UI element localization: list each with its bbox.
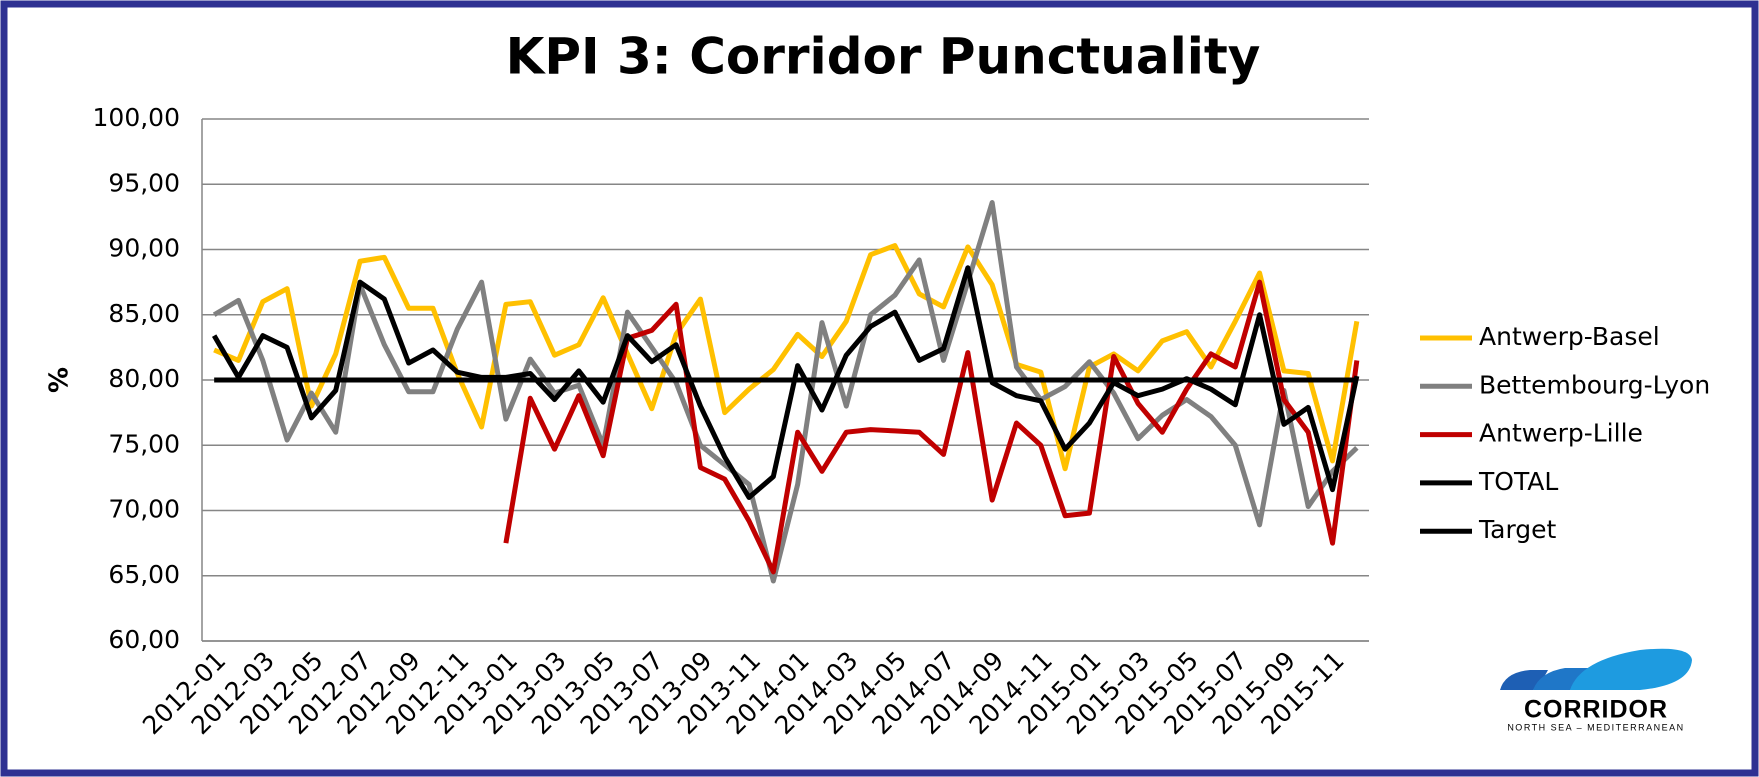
legend-label: Target [1478, 515, 1557, 544]
y-tick-label: 65,00 [108, 560, 180, 589]
y-tick-label: 90,00 [108, 234, 180, 263]
logo: CORRIDOR NORTH SEA – MEDITERRANEAN [1500, 648, 1692, 732]
y-tick-label: 60,00 [108, 625, 180, 654]
y-tick-label: 85,00 [108, 299, 180, 328]
series-line [211, 265, 1360, 500]
y-axis-label: % [45, 367, 75, 393]
legend-label: Bettembourg-Lyon [1479, 370, 1710, 399]
legend-label: Antwerp-Lille [1479, 419, 1643, 448]
y-tick-label: 70,00 [108, 495, 180, 524]
series-line [213, 243, 1360, 472]
y-tick-label: 100,00 [93, 103, 180, 132]
series-line [503, 279, 1360, 575]
logo-tagline: NORTH SEA – MEDITERRANEAN [1507, 722, 1684, 732]
logo-shape [1570, 648, 1692, 690]
legend-label: TOTAL [1478, 467, 1558, 496]
legend-label: Antwerp-Basel [1479, 322, 1660, 351]
chart-title: KPI 3: Corridor Punctuality [506, 28, 1261, 86]
y-tick-label: 95,00 [108, 168, 180, 197]
y-tick-label: 75,00 [108, 429, 180, 458]
series-line [212, 200, 1359, 584]
y-tick-label: 80,00 [108, 364, 180, 393]
logo-name: CORRIDOR [1524, 696, 1668, 724]
